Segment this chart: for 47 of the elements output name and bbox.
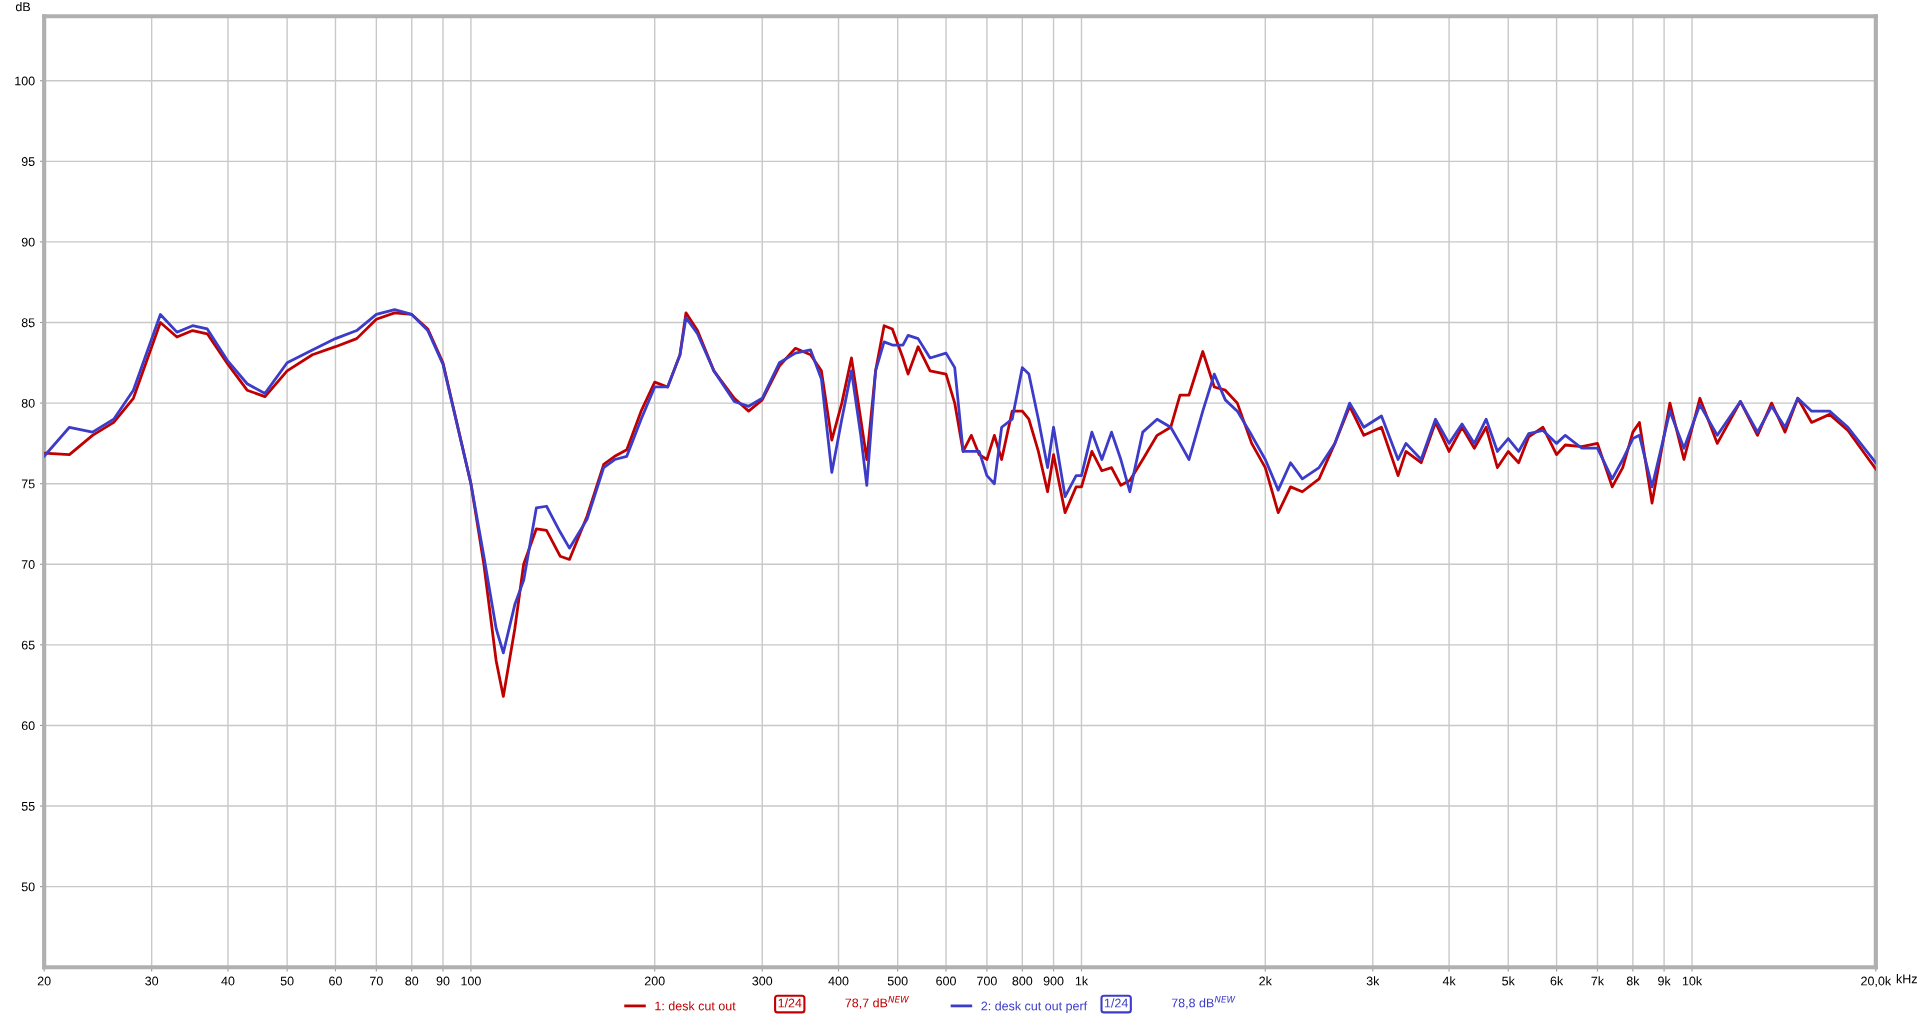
x-tick-label: 20,0k	[1861, 976, 1892, 987]
x-tick-label: 9k	[1658, 976, 1671, 986]
x-tick-label: 60	[329, 976, 342, 986]
y-tick-label: 60	[21, 721, 35, 731]
x-tick-label: 100	[461, 976, 481, 986]
y-tick-label: 50	[21, 882, 35, 892]
x-tick-label: 40	[221, 976, 235, 986]
text: 78,8 dB$^{NEW}$	[1171, 996, 1236, 1009]
y-tick-label: 95	[21, 157, 35, 166]
x-tick-label: 400	[828, 976, 849, 986]
x-tick-label: 80	[405, 976, 419, 986]
x-tick-label: 900	[1043, 976, 1064, 986]
x-tick-label: 7k	[1591, 976, 1605, 986]
y-tick-label: 55	[21, 801, 35, 811]
legend-label: 2: desk cut out perf	[981, 1001, 1088, 1013]
x-tick-label: 600	[936, 976, 956, 986]
x-tick-label: 700	[977, 976, 997, 986]
y-tick-label: 90	[21, 237, 35, 247]
x-tick-label: 90	[436, 976, 450, 986]
x-tick-label: 4k	[1442, 976, 1456, 986]
x-tick-label: 1k	[1075, 976, 1089, 986]
x-tick-label: 5k	[1502, 976, 1515, 986]
y-tick-label: 100	[15, 76, 35, 86]
y-tick-label: 75	[21, 479, 35, 489]
text: 78,7 dB$^{NEW}$	[845, 996, 910, 1009]
y-axis-title: dB	[15, 2, 31, 12]
x-axis-title: kHz	[1896, 974, 1917, 984]
x-tick-label: 800	[1012, 976, 1033, 986]
y-tick-label: 80	[21, 398, 35, 408]
y-tick-label: 70	[21, 560, 35, 569]
x-tick-label: 50	[280, 976, 294, 986]
text: 1/24	[778, 998, 802, 1008]
x-tick-label: 6k	[1550, 976, 1564, 986]
x-tick-label: 2k	[1259, 976, 1272, 986]
y-tick-label: 85	[21, 318, 35, 328]
x-tick-label: 300	[752, 976, 773, 986]
x-tick-label: 30	[145, 976, 159, 986]
y-tick-label: 65	[21, 640, 35, 650]
legend-label: 1: desk cut out	[655, 1001, 736, 1011]
x-tick-label: 3k	[1366, 976, 1380, 986]
x-tick-label: 70	[370, 976, 383, 986]
x-tick-label: 20	[37, 976, 51, 986]
x-tick-label: 500	[887, 976, 908, 986]
x-tick-label: 10k	[1682, 976, 1703, 986]
x-tick-label: 200	[644, 976, 665, 986]
x-tick-label: 8k	[1626, 976, 1640, 986]
text: 1/24	[1104, 998, 1128, 1008]
